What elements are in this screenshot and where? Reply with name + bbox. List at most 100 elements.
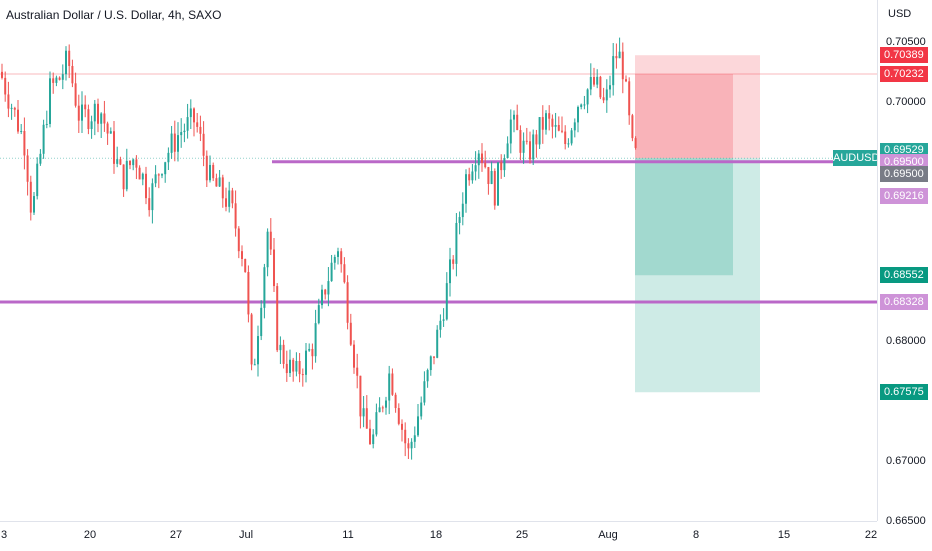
candle-body bbox=[237, 228, 240, 252]
candle-body bbox=[474, 165, 477, 172]
candle-body bbox=[71, 65, 74, 84]
candle-body bbox=[327, 281, 330, 295]
candle-body bbox=[103, 113, 106, 124]
candle-body bbox=[359, 375, 362, 417]
candle-body bbox=[244, 258, 247, 272]
candle-body bbox=[442, 319, 445, 321]
candle-body bbox=[573, 122, 576, 131]
candlestick-chart[interactable] bbox=[0, 0, 877, 521]
candle-body bbox=[68, 50, 71, 66]
candle-body bbox=[516, 114, 519, 131]
candle-body bbox=[388, 373, 391, 401]
candle-body bbox=[615, 56, 618, 59]
candle-body bbox=[609, 85, 611, 90]
candle-body bbox=[97, 103, 99, 124]
candle-body bbox=[378, 407, 381, 413]
price-tick: 0.68000 bbox=[886, 335, 926, 348]
candle-body bbox=[125, 160, 128, 190]
candle-body bbox=[26, 155, 29, 182]
candle-body bbox=[439, 320, 442, 330]
candle-body bbox=[554, 124, 557, 127]
candle-body bbox=[276, 286, 279, 351]
candle-body bbox=[513, 114, 515, 120]
candle-body bbox=[519, 130, 522, 153]
candle-body bbox=[564, 131, 567, 145]
candle-body bbox=[186, 117, 189, 131]
candle-body bbox=[106, 123, 109, 134]
candle-body bbox=[39, 153, 42, 164]
candle-body bbox=[135, 159, 138, 168]
candle-body bbox=[449, 259, 451, 284]
candle-body bbox=[13, 107, 16, 110]
hline-badge-2: 0.68328 bbox=[880, 294, 928, 311]
candle-body bbox=[529, 141, 531, 160]
candle-body bbox=[317, 305, 320, 324]
candle-body bbox=[84, 104, 87, 110]
candle-body bbox=[308, 348, 311, 351]
candle-body bbox=[231, 190, 234, 204]
candle-body bbox=[410, 441, 413, 449]
candle-body bbox=[225, 198, 227, 207]
time-tick: 27 bbox=[169, 529, 183, 541]
candle-body bbox=[586, 89, 589, 105]
candle-body bbox=[148, 198, 151, 211]
candle-body bbox=[394, 394, 397, 409]
price-scale[interactable]: USD 0.70500 0.70000 0.68000 0.67000 0.66… bbox=[877, 0, 932, 527]
price-tick: 0.70500 bbox=[886, 35, 926, 48]
chart-area[interactable]: Australian Dollar / U.S. Dollar, 4h, SAX… bbox=[0, 0, 877, 521]
candle-body bbox=[634, 138, 637, 148]
candle-body bbox=[397, 408, 400, 424]
candle-body bbox=[55, 77, 58, 83]
candle-body bbox=[481, 153, 483, 163]
candle-body bbox=[260, 307, 263, 337]
candle-body bbox=[445, 283, 448, 320]
candle-body bbox=[109, 131, 112, 134]
candle-body bbox=[298, 360, 301, 375]
candle-body bbox=[157, 174, 160, 176]
candle-body bbox=[589, 77, 592, 90]
candle-body bbox=[487, 167, 490, 184]
candle-body bbox=[541, 117, 544, 130]
candle-body bbox=[596, 76, 599, 85]
candle-body bbox=[522, 140, 525, 153]
entry-badge: 0.69500 bbox=[880, 166, 928, 183]
time-tick: Jul bbox=[238, 529, 254, 541]
currency-label: USD bbox=[888, 8, 912, 20]
candle-body bbox=[183, 130, 186, 133]
candle-body bbox=[289, 359, 291, 374]
time-tick: 3 bbox=[0, 529, 8, 541]
candle-body bbox=[305, 350, 307, 375]
candle-body bbox=[189, 108, 192, 118]
candle-body bbox=[349, 322, 352, 345]
candle-body bbox=[205, 155, 208, 181]
candle-body bbox=[599, 76, 602, 98]
candle-body bbox=[321, 289, 323, 306]
candle-body bbox=[477, 153, 480, 166]
candle-body bbox=[228, 190, 231, 207]
candle-body bbox=[468, 174, 471, 181]
candle-body bbox=[330, 262, 333, 282]
stop-loss-zone bbox=[635, 55, 760, 159]
candle-body bbox=[285, 363, 288, 374]
candle-body bbox=[612, 56, 615, 86]
candle-body bbox=[561, 130, 563, 132]
candle-body bbox=[625, 79, 627, 82]
time-tick: Aug bbox=[598, 529, 618, 541]
candle-body bbox=[282, 344, 285, 364]
candle-body bbox=[145, 173, 147, 199]
candle-body bbox=[215, 178, 218, 187]
take-profit-zone bbox=[635, 158, 760, 393]
candle-body bbox=[621, 51, 624, 80]
candle-body bbox=[372, 434, 375, 445]
candle-body bbox=[420, 402, 423, 417]
time-scale[interactable]: 3 20 27 Jul 11 18 25 Aug 8 15 22 bbox=[0, 521, 877, 551]
candle-body bbox=[61, 74, 64, 80]
candle-body bbox=[20, 130, 23, 132]
candle-body bbox=[484, 162, 487, 168]
candle-body bbox=[471, 171, 474, 181]
candle-body bbox=[311, 348, 314, 357]
candle-body bbox=[138, 167, 141, 180]
price-tick: 0.66500 bbox=[886, 515, 926, 527]
candle-body bbox=[266, 231, 269, 268]
candle-body bbox=[209, 164, 211, 181]
